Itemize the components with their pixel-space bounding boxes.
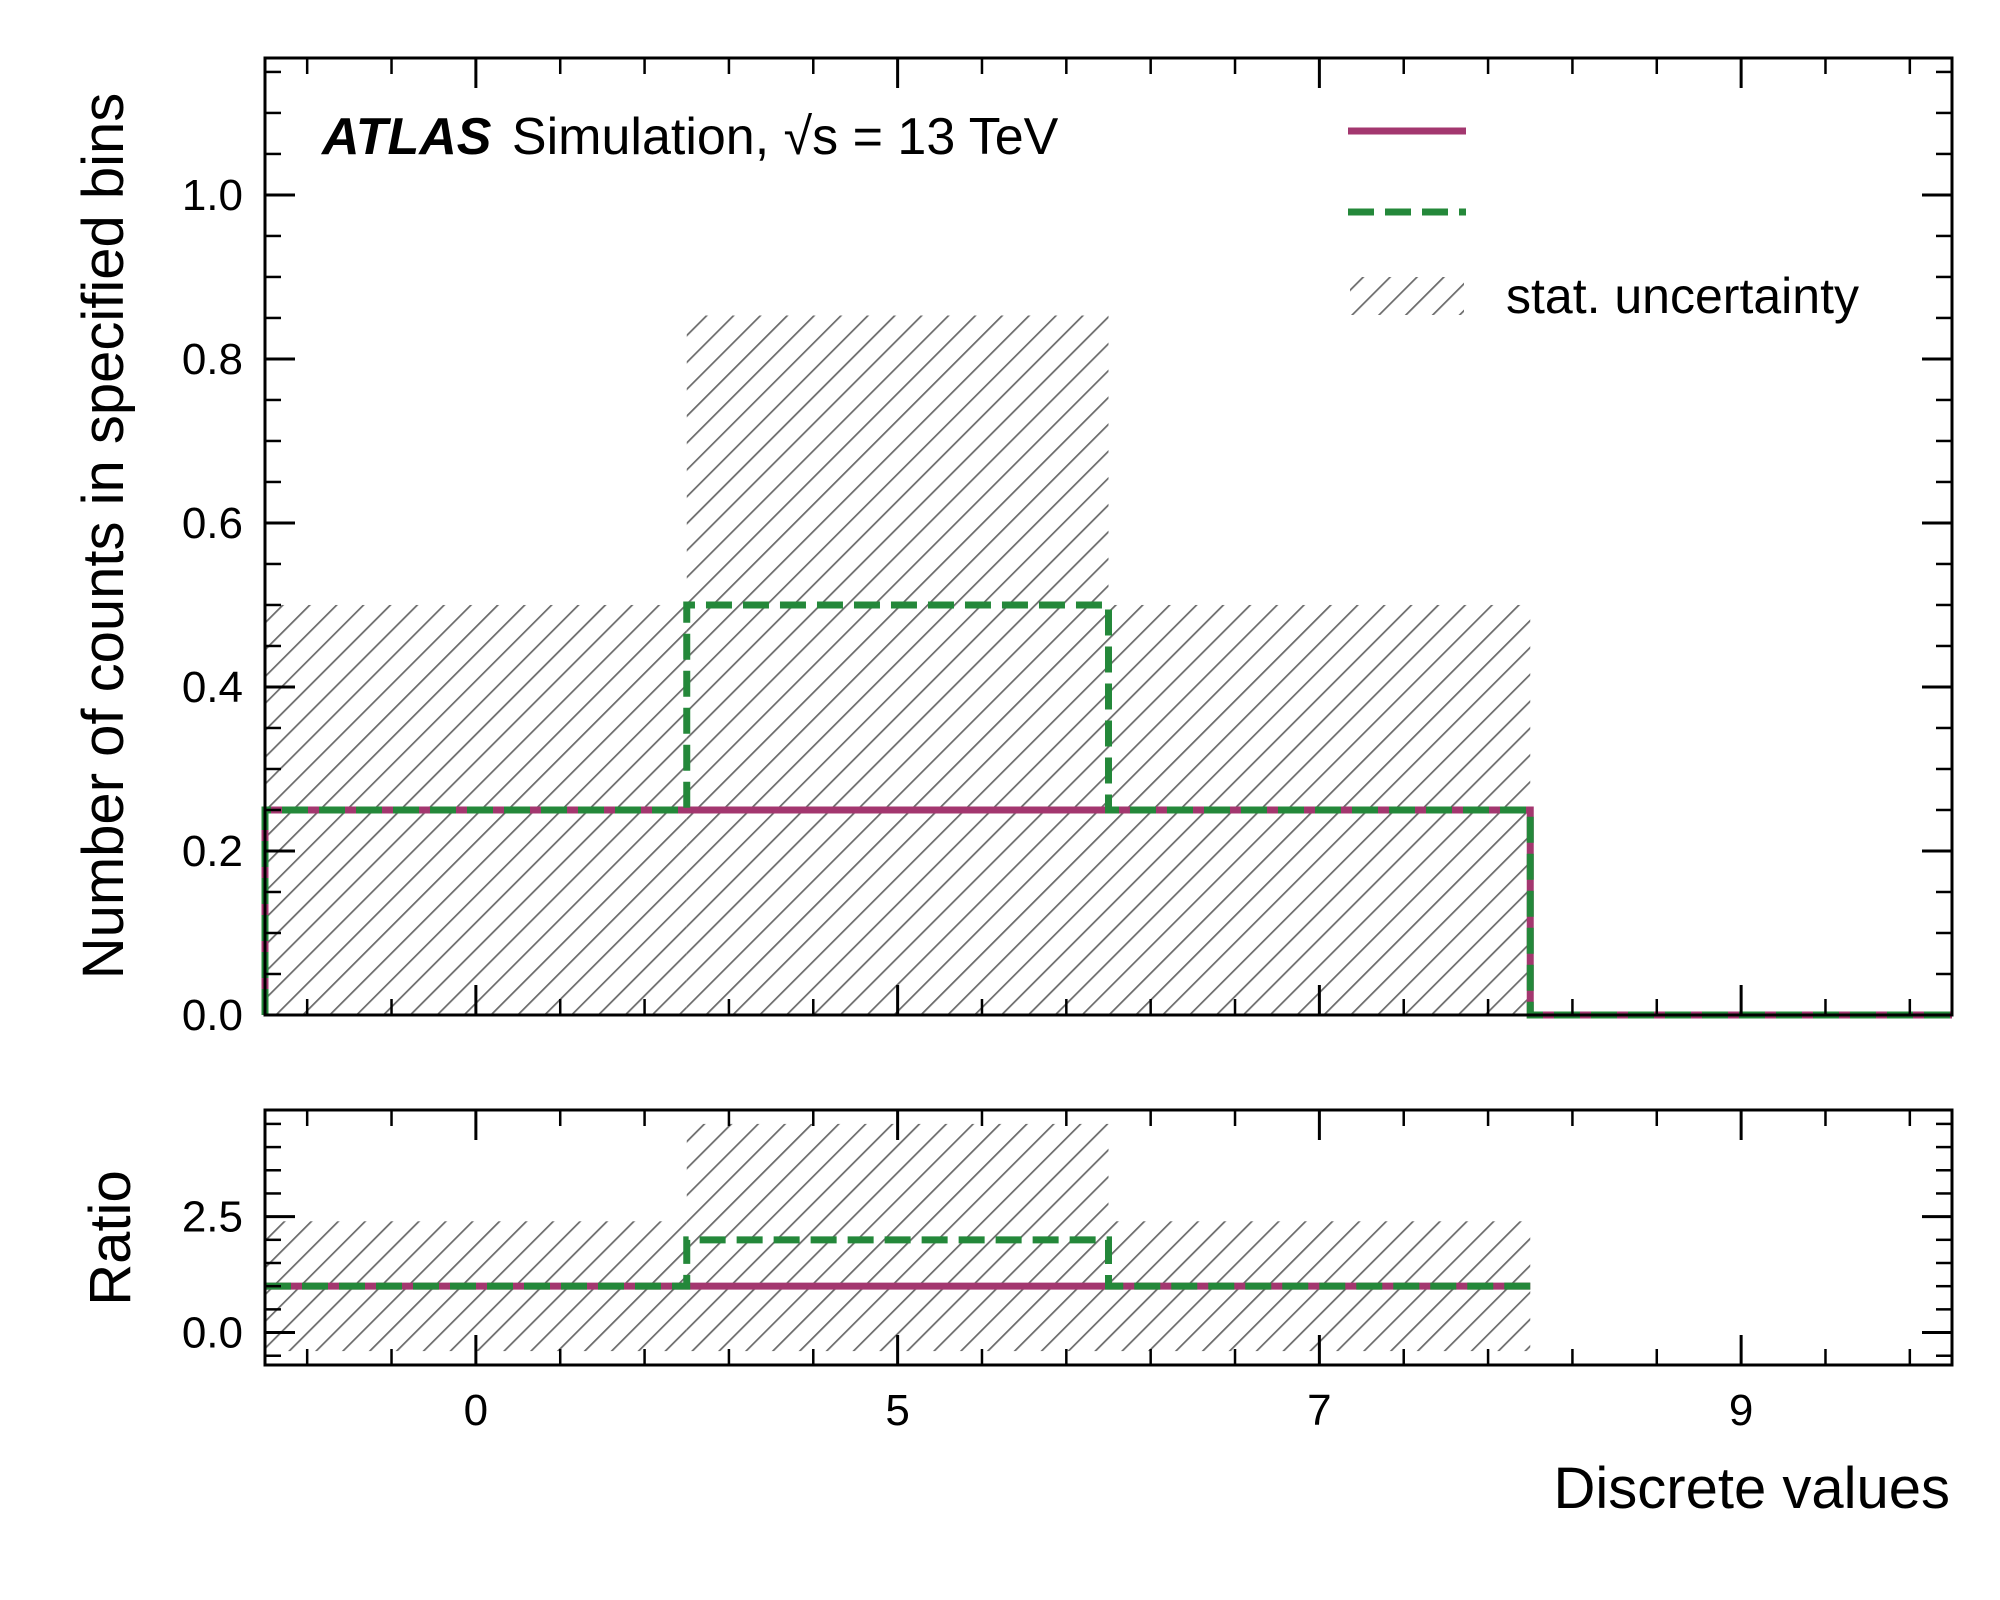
x-tick-label-0: 0 (464, 1386, 488, 1435)
main-ytick-label-0: 0.0 (182, 991, 243, 1040)
ratio-series (265, 1236, 1531, 1290)
main-panel: 0.0 0.2 0.4 0.6 0.8 1.0 Number of counts in s… (71, 56, 1954, 1040)
x-axis-label: Discrete values (1554, 1456, 1950, 1521)
ratio-plot-frame (263, 1108, 1954, 1367)
main-uncertainty-band (265, 315, 1531, 1015)
legend-hatch-label: stat. uncertainty (1506, 268, 1859, 324)
x-tick-label-3: 9 (1729, 1386, 1753, 1435)
main-uncertainty-bin-1 (686, 315, 1109, 1015)
ratio-ytick-label-1: 2.5 (182, 1193, 243, 1242)
atlas-simulation-text: Simulation, √s = 13 TeV (512, 108, 1059, 166)
ratio-ytick-label-0: 0.0 (182, 1309, 243, 1358)
main-ytick-label-4: 0.8 (182, 335, 243, 384)
x-tick-label-2: 7 (1307, 1386, 1331, 1435)
x-tick-label-1: 5 (885, 1386, 909, 1435)
main-ticks (265, 58, 1952, 1017)
ratio-series-dashed (265, 1236, 1531, 1290)
main-ytick-label-2: 0.4 (182, 663, 243, 712)
ratio-panel: 0.0 2.5 Ratio 0 5 7 9 Discrete values (78, 1108, 1954, 1521)
main-ytick-label-3: 0.6 (182, 499, 243, 548)
ratio-ticks (265, 1110, 1952, 1365)
x-tick-labels: 0 5 7 9 (464, 1386, 1754, 1435)
legend: stat. uncertainty (1348, 127, 1859, 324)
main-series-dashed (261, 601, 1952, 1019)
main-y-axis-label: Number of counts in specified bins (71, 93, 136, 980)
atlas-experiment-name: ATLAS (320, 108, 492, 166)
atlas-label: ATLAS Simulation, √s = 13 TeV (320, 108, 1059, 166)
ratio-y-axis-label: Ratio (78, 1170, 143, 1305)
ratio-y-tick-labels: 0.0 2.5 (182, 1193, 243, 1358)
main-plot-frame (263, 56, 1954, 1017)
main-y-tick-labels: 0.0 0.2 0.4 0.6 0.8 1.0 (182, 171, 243, 1040)
svg-text:ATLAS Simulation, √s =: ATLAS Simulation, √s = 13 TeV (320, 108, 1059, 166)
legend-hatch-swatch (1350, 277, 1464, 315)
main-ytick-label-1: 0.2 (182, 827, 243, 876)
main-ytick-label-5: 1.0 (182, 171, 243, 220)
